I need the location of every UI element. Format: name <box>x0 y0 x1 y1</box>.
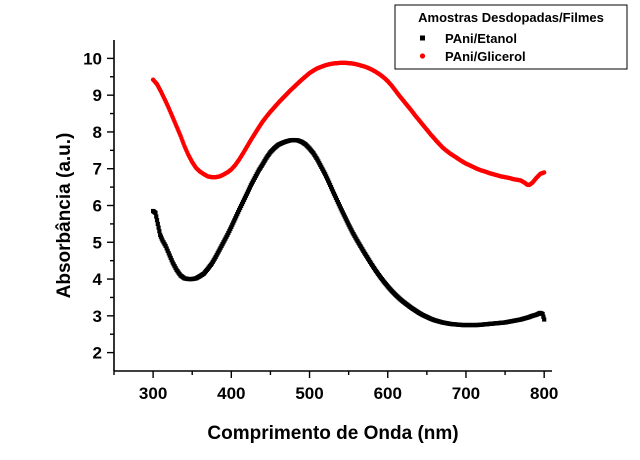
data-point <box>229 224 234 229</box>
data-point-fill <box>332 193 338 198</box>
data-point <box>541 170 547 175</box>
legend-entry-glicerol: PAni/Glicerol <box>419 49 526 64</box>
x-tick-label: 400 <box>217 384 245 403</box>
data-point <box>233 216 238 221</box>
series-layer <box>150 60 547 328</box>
data-point-fill <box>329 187 335 192</box>
data-point-fill <box>164 246 169 251</box>
data-point-fill <box>232 218 237 223</box>
y-tick-label: 4 <box>93 270 103 289</box>
data-point-fill <box>230 222 235 227</box>
series-pani-etanol <box>151 137 547 328</box>
data-point-fill <box>331 191 337 196</box>
data-point-fill <box>231 220 236 225</box>
data-point <box>330 189 336 194</box>
data-point <box>153 210 158 215</box>
data-point-fill <box>169 258 174 263</box>
legend: Amostras Desdopadas/Filmes PAni/Etanol P… <box>394 4 628 70</box>
data-point-fill <box>154 218 160 223</box>
x-tick-label: 300 <box>139 384 167 403</box>
y-axis-title: Absorbância (a.u.) <box>54 133 75 299</box>
data-point <box>244 191 250 196</box>
data-point-fill <box>328 185 334 190</box>
y-tick-label: 8 <box>93 123 102 142</box>
series-pani-glicerol <box>150 60 547 188</box>
y-tick-label: 9 <box>93 86 102 105</box>
data-point-fill <box>167 253 172 258</box>
data-point <box>155 221 160 226</box>
data-point <box>323 172 328 177</box>
x-tick-label: 700 <box>452 384 480 403</box>
legend-marker-etanol <box>420 35 425 41</box>
data-point-fill <box>235 212 240 217</box>
x-tick-label: 600 <box>374 384 402 403</box>
legend-entry-etanol: PAni/Etanol <box>420 31 517 46</box>
data-point-fill <box>154 214 159 219</box>
data-point-fill <box>324 174 329 179</box>
data-point-fill <box>247 185 252 190</box>
data-point <box>334 197 340 203</box>
data-point <box>542 317 547 322</box>
data-point-fill <box>336 202 341 207</box>
data-point-fill <box>327 182 333 188</box>
data-point-fill <box>157 229 162 234</box>
data-point-fill <box>234 214 239 219</box>
data-point <box>326 180 332 185</box>
x-axis-title: Comprimento de Onda (nm) <box>207 423 458 444</box>
data-point <box>163 243 168 249</box>
data-point-fill <box>165 248 170 253</box>
y-tick-label: 10 <box>83 49 102 68</box>
x-tick-label: 500 <box>295 384 323 403</box>
y-tick-label: 3 <box>93 307 102 326</box>
legend-label-etanol: PAni/Etanol <box>445 31 517 46</box>
x-tick-label: 800 <box>530 384 558 403</box>
y-tick-label: 5 <box>93 233 102 252</box>
data-point-fill <box>335 199 340 205</box>
data-point-fill <box>168 255 173 261</box>
data-point <box>540 311 545 317</box>
legend-box <box>394 4 628 70</box>
data-point-fill <box>245 189 251 194</box>
data-point-fill <box>325 176 330 181</box>
x-axis-ticks: 300 400 500 600 700 800 <box>113 371 558 403</box>
legend-marker-glicerol <box>419 53 426 59</box>
y-tick-label: 7 <box>93 160 102 179</box>
data-point-fill <box>156 225 161 230</box>
legend-label-glicerol: PAni/Glicerol <box>445 49 526 64</box>
data-point <box>166 251 171 256</box>
data-point-fill <box>333 195 339 200</box>
legend-title: Amostras Desdopadas/Filmes <box>418 10 604 25</box>
y-axis-ticks: 2 3 4 5 6 7 8 9 10 <box>83 49 114 363</box>
y-tick-label: 6 <box>93 197 102 216</box>
data-point-fill <box>337 204 342 209</box>
data-point-fill <box>236 209 241 215</box>
axes <box>113 40 552 372</box>
data-point-fill <box>541 314 546 319</box>
data-point-fill <box>326 178 331 183</box>
data-point-fill <box>246 187 252 192</box>
y-tick-label: 2 <box>93 344 102 363</box>
